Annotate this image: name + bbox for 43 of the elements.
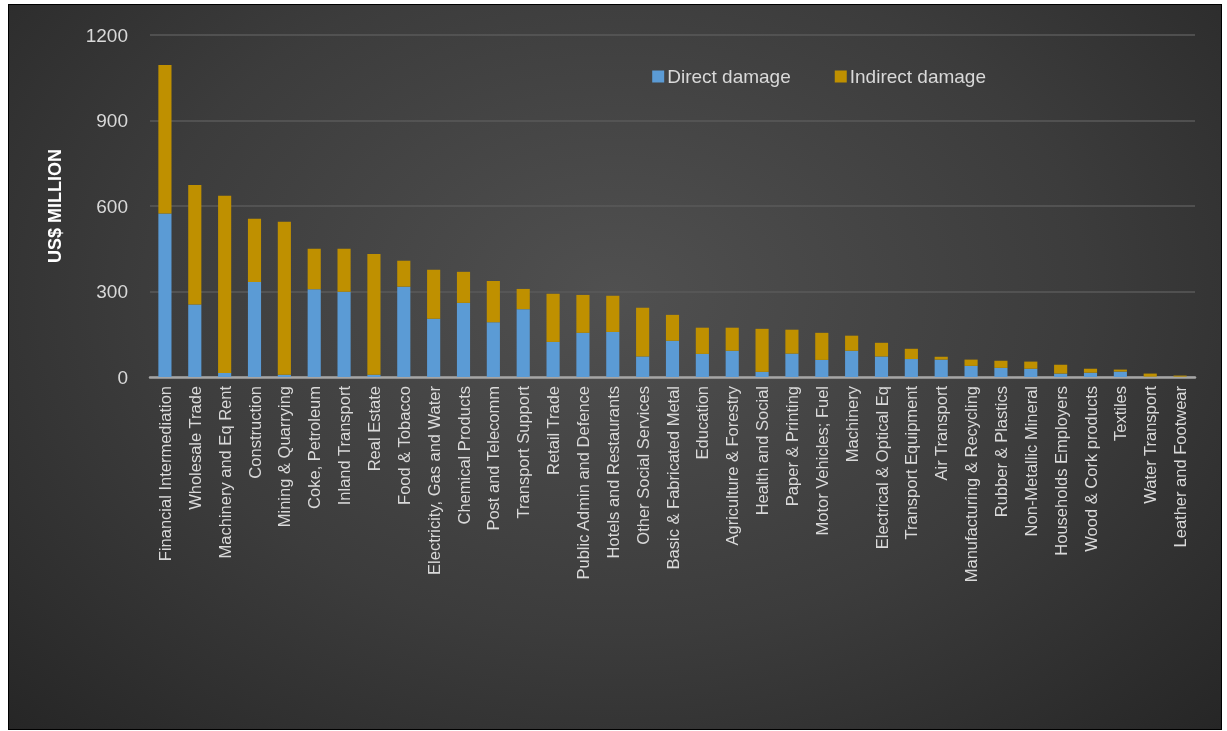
x-tick-label: Electrical & Optical Eq — [872, 386, 891, 550]
x-tick-label: Rubber & Plastics — [991, 386, 1010, 518]
x-tick-label: Retail Trade — [544, 386, 563, 475]
x-tick-label: Machinery and Eq Rent — [215, 385, 234, 559]
x-tick-label: Non-Metallic Mineral — [1021, 386, 1040, 537]
x-tick-label: Food & Tobacco — [394, 386, 413, 505]
legend-label: Direct damage — [667, 66, 791, 87]
x-tick-label: Machinery — [842, 385, 861, 463]
x-tick-label: Post and Telecomm — [484, 386, 503, 531]
x-tick-label: Hotels and Restaurants — [603, 386, 622, 559]
x-tick-label: Inland Transport — [335, 385, 354, 506]
legend-label: Indirect damage — [849, 66, 986, 87]
x-tick-label: Agriculture & Forestry — [723, 385, 742, 546]
y-tick-label: 0 — [117, 366, 128, 388]
x-tick-label: Wholesale Trade — [185, 386, 204, 510]
y-tick-label: 1200 — [85, 24, 128, 46]
x-tick-label: Transport Equipment — [902, 385, 921, 540]
x-tick-label: Motor Vehicles; Fuel — [812, 386, 831, 536]
x-tick-label: Wood & Cork products — [1081, 386, 1100, 552]
x-tick-label: Education — [693, 386, 712, 460]
y-tick-label: 300 — [96, 281, 128, 302]
x-tick-label: Electricity, Gas and Water — [424, 385, 443, 575]
x-tick-label: Construction — [245, 386, 264, 479]
x-tick-label: Paper & Printing — [782, 386, 801, 507]
x-tick-label: Real Estate — [364, 386, 383, 472]
x-tick-label: Other Social Services — [633, 386, 652, 545]
x-tick-label: Public Admin and Defence — [573, 386, 592, 580]
x-tick-label: Water Transport — [1141, 385, 1160, 504]
x-tick-label: Coke, Petroleum — [305, 386, 324, 509]
x-tick-label: Mining & Quarrying — [275, 386, 294, 528]
x-tick-label: Financial Intermediation — [155, 386, 174, 562]
x-tick-label: Air Transport — [932, 385, 951, 481]
x-tick-label: Basic & Fabricated Metal — [663, 386, 682, 570]
x-tick-label: Leather and Footwear — [1171, 385, 1190, 548]
y-tick-label: 900 — [96, 110, 128, 131]
x-tick-label: Manufacturing & Recycling — [962, 386, 981, 583]
x-tick-label: Textiles — [1111, 386, 1130, 442]
x-tick-label: Transport Support — [514, 385, 533, 519]
x-tick-label: Chemical Products — [454, 386, 473, 525]
y-tick-label: 600 — [96, 195, 128, 217]
x-tick-label: Health and Social — [753, 386, 772, 516]
x-tick-label: Households Employers — [1051, 386, 1070, 556]
y-axis-title: US$ MILLION — [45, 148, 65, 264]
